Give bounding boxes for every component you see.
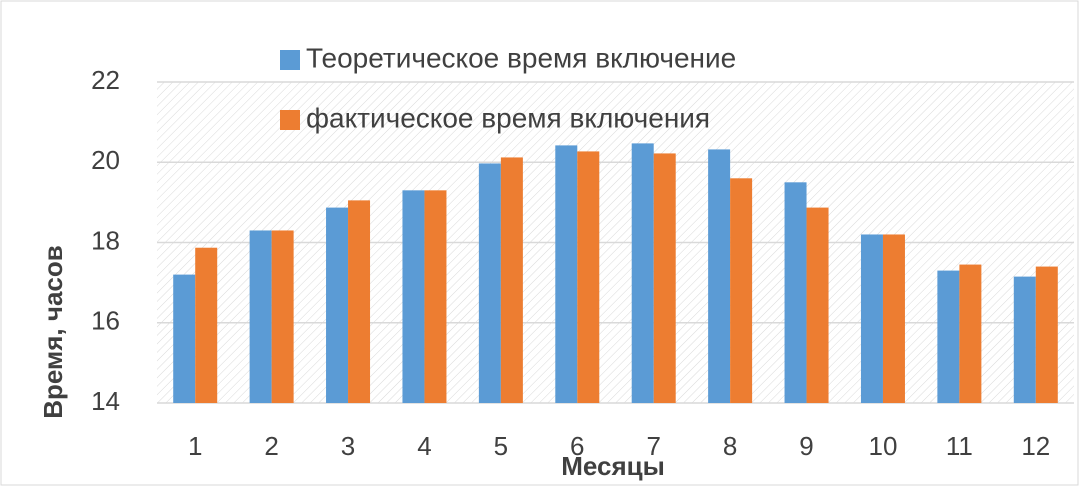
legend-swatch [280, 110, 300, 130]
y-tick-label: 22 [91, 65, 120, 95]
x-tick-label: 10 [868, 431, 897, 461]
y-axis-label: Время, часов [38, 245, 68, 419]
bar [959, 264, 982, 403]
y-tick-label: 16 [91, 306, 120, 336]
bar [730, 178, 753, 403]
legend-label: фактическое время включения [306, 102, 710, 133]
bar [653, 153, 676, 403]
bar [195, 247, 218, 403]
x-tick-label: 5 [494, 431, 508, 461]
bar [784, 182, 807, 403]
bar [806, 207, 829, 403]
bar [708, 149, 731, 403]
legend-label: Теоретическое время включение [306, 42, 736, 73]
bar [555, 145, 578, 403]
x-tick-label: 1 [188, 431, 202, 461]
x-tick-label: 12 [1021, 431, 1050, 461]
y-tick-label: 14 [91, 386, 120, 416]
bar [402, 190, 425, 403]
bar [478, 163, 501, 403]
x-axis-label: Месяцы [561, 451, 665, 481]
legend-swatch [280, 50, 300, 70]
x-tick-label: 11 [946, 431, 973, 461]
bar [937, 270, 960, 403]
bar [249, 230, 272, 403]
y-tick-label: 20 [91, 145, 120, 175]
x-tick-label: 8 [723, 431, 737, 461]
bar [860, 234, 883, 403]
bar [577, 151, 600, 403]
bar [271, 230, 294, 403]
x-tick-label: 4 [417, 431, 431, 461]
bar [882, 234, 905, 403]
bar [631, 143, 654, 404]
y-tick-label: 18 [91, 225, 120, 255]
bar [424, 190, 447, 403]
bar [326, 207, 349, 403]
bar [1013, 276, 1036, 403]
x-tick-label: 7 [646, 431, 660, 461]
bar [500, 157, 523, 403]
x-tick-label: 2 [264, 431, 278, 461]
bar [173, 274, 196, 403]
x-tick-label: 3 [341, 431, 355, 461]
x-tick-label: 9 [799, 431, 813, 461]
bar [348, 200, 371, 403]
x-tick-label: 6 [570, 431, 584, 461]
bar [1035, 266, 1058, 403]
